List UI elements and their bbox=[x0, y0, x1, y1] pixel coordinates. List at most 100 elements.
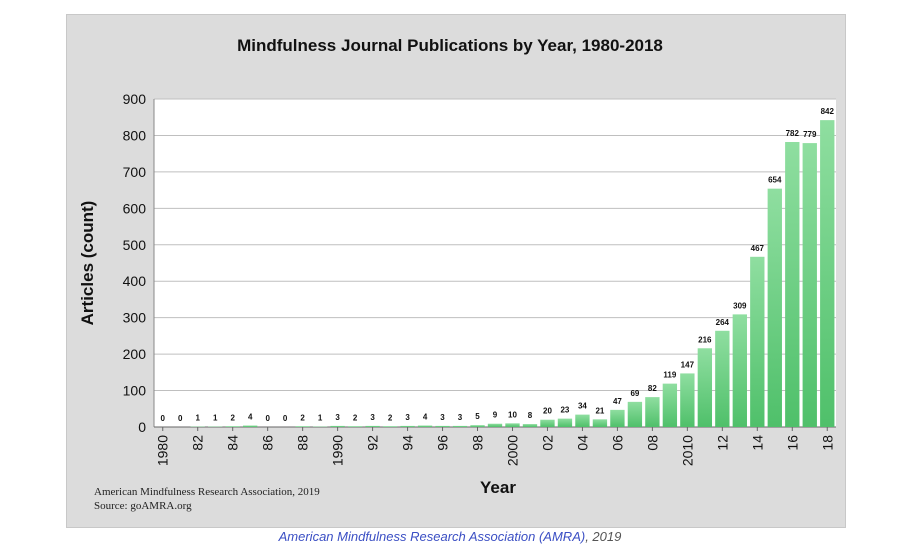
x-tick-label: 18 bbox=[819, 435, 835, 451]
data-label: 3 bbox=[458, 413, 463, 422]
data-label: 23 bbox=[560, 406, 569, 415]
data-label: 5 bbox=[475, 412, 480, 421]
bar bbox=[557, 418, 573, 427]
data-label: 467 bbox=[751, 244, 765, 253]
bar bbox=[785, 142, 800, 427]
y-tick-label: 900 bbox=[123, 91, 147, 107]
x-axis-label: Year bbox=[480, 478, 516, 497]
data-label: 0 bbox=[265, 414, 270, 423]
bar bbox=[470, 425, 485, 427]
data-label: 216 bbox=[698, 335, 712, 344]
data-label: 34 bbox=[578, 402, 587, 411]
source-line: Source: goAMRA.org bbox=[94, 500, 192, 512]
data-label: 782 bbox=[786, 129, 800, 138]
data-label: 1 bbox=[213, 414, 218, 423]
bar bbox=[382, 426, 398, 427]
bar bbox=[802, 143, 817, 427]
data-label: 0 bbox=[178, 414, 183, 423]
bar bbox=[540, 419, 555, 427]
y-tick-label: 700 bbox=[123, 164, 147, 180]
bar bbox=[365, 425, 380, 427]
x-tick-label: 08 bbox=[644, 435, 660, 451]
bar bbox=[610, 409, 625, 427]
bar bbox=[750, 256, 765, 427]
data-label: 4 bbox=[423, 413, 428, 422]
x-tick-label: 1990 bbox=[330, 435, 346, 466]
bar bbox=[697, 348, 713, 427]
x-tick-label: 84 bbox=[225, 435, 241, 451]
x-tick-label: 2000 bbox=[504, 435, 520, 466]
data-label: 0 bbox=[283, 414, 288, 423]
data-label: 2 bbox=[300, 413, 305, 422]
x-tick-label: 02 bbox=[539, 435, 555, 451]
x-tick-label: 86 bbox=[260, 435, 276, 451]
data-label: 264 bbox=[716, 318, 730, 327]
bar bbox=[592, 419, 608, 427]
data-label: 69 bbox=[630, 389, 639, 398]
data-label: 10 bbox=[508, 410, 517, 419]
data-label: 0 bbox=[161, 414, 166, 423]
bar bbox=[347, 426, 363, 427]
data-label: 3 bbox=[335, 413, 340, 422]
caption-org: American Mindfulness Research Associatio… bbox=[278, 529, 586, 544]
data-label: 779 bbox=[803, 130, 817, 139]
data-label: 1 bbox=[195, 414, 200, 423]
y-tick-label: 200 bbox=[123, 346, 147, 362]
x-tick-label: 88 bbox=[295, 435, 311, 451]
y-tick-label: 100 bbox=[123, 383, 147, 399]
bar bbox=[732, 314, 747, 427]
x-tick-label: 06 bbox=[609, 435, 625, 451]
bar bbox=[645, 397, 660, 427]
y-axis-label: Articles (count) bbox=[78, 200, 97, 326]
x-tick-label: 14 bbox=[749, 435, 765, 451]
bar bbox=[417, 425, 433, 427]
data-label: 47 bbox=[613, 397, 622, 406]
data-label: 4 bbox=[248, 413, 253, 422]
data-label: 3 bbox=[440, 413, 445, 422]
image-caption: American Mindfulness Research Associatio… bbox=[0, 529, 900, 544]
data-label: 8 bbox=[528, 411, 533, 420]
bar bbox=[505, 423, 520, 427]
data-label: 2 bbox=[388, 413, 393, 422]
x-tick-label: 98 bbox=[470, 435, 486, 451]
x-tick-label: 1980 bbox=[155, 435, 171, 466]
y-tick-label: 300 bbox=[123, 310, 147, 326]
y-tick-label: 800 bbox=[123, 127, 147, 143]
bar bbox=[330, 425, 345, 427]
bar bbox=[627, 401, 643, 427]
bar bbox=[715, 330, 730, 427]
data-label: 9 bbox=[493, 411, 498, 420]
bar bbox=[575, 414, 590, 427]
x-tick-label: 16 bbox=[784, 435, 800, 451]
bar bbox=[487, 423, 503, 427]
data-label: 842 bbox=[821, 107, 835, 116]
bar bbox=[225, 426, 240, 427]
bar bbox=[243, 425, 258, 427]
x-tick-label: 12 bbox=[714, 435, 730, 451]
chart-title: Mindfulness Journal Publications by Year… bbox=[237, 36, 663, 55]
data-label: 309 bbox=[733, 301, 747, 310]
data-label: 654 bbox=[768, 176, 782, 185]
data-label: 2 bbox=[353, 413, 358, 422]
data-label: 20 bbox=[543, 407, 552, 416]
data-label: 3 bbox=[370, 413, 375, 422]
data-label: 119 bbox=[663, 371, 676, 380]
data-label: 82 bbox=[648, 384, 657, 393]
bar bbox=[662, 383, 678, 427]
bar bbox=[522, 424, 538, 427]
bar bbox=[767, 188, 782, 427]
caption-year: , 2019 bbox=[585, 529, 622, 544]
bar bbox=[400, 425, 415, 427]
x-tick-label: 92 bbox=[365, 435, 381, 451]
y-tick-label: 400 bbox=[123, 273, 147, 289]
credit-line: American Mindfulness Research Associatio… bbox=[94, 486, 320, 498]
data-label: 21 bbox=[595, 406, 604, 415]
y-tick-label: 500 bbox=[123, 237, 147, 253]
x-tick-label: 82 bbox=[190, 435, 206, 451]
bar bbox=[820, 120, 835, 427]
y-tick-label: 600 bbox=[123, 200, 147, 216]
y-tick-label: 0 bbox=[138, 419, 146, 435]
bar bbox=[452, 425, 468, 427]
data-label: 3 bbox=[405, 413, 410, 422]
